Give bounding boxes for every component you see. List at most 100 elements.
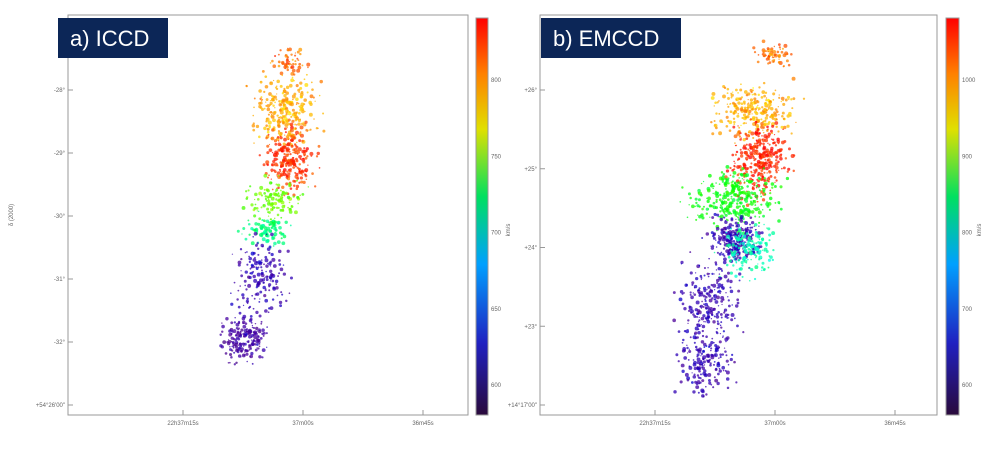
data-point [751,146,753,149]
data-point [738,234,742,238]
data-point [702,360,706,364]
data-point [754,207,759,212]
data-point [762,164,765,166]
data-point [276,294,279,297]
data-point [764,186,767,189]
data-point [294,114,297,117]
data-point [745,122,747,124]
data-point [297,111,301,115]
data-point [764,91,768,95]
data-point [782,102,786,106]
data-point [748,280,751,282]
data-point [728,191,732,195]
data-point [768,233,772,237]
data-point [727,243,732,247]
data-point [299,194,302,197]
plot-frame [539,14,938,416]
data-point [303,154,306,157]
data-point [707,208,710,210]
data-point [252,114,255,117]
data-point [760,237,765,241]
data-point [713,120,716,123]
data-point [741,178,744,180]
data-point [254,348,258,352]
data-point [303,98,307,102]
data-point [269,306,274,311]
data-point [236,330,240,334]
data-point [731,101,735,105]
data-point [253,214,257,218]
data-point [256,242,259,245]
data-point [758,107,761,110]
data-point [259,185,264,190]
data-point [705,385,707,388]
data-point [273,139,278,143]
data-point [288,61,291,63]
data-point [271,235,274,239]
data-point [264,197,267,201]
data-point [755,139,758,142]
data-point [300,122,304,126]
data-point [733,120,736,124]
data-point [286,118,288,120]
data-point [745,195,749,198]
data-point [278,116,281,119]
data-point [275,183,278,186]
data-point [689,291,692,294]
data-point [230,355,233,359]
data-point [714,300,719,304]
data-point [727,296,729,298]
data-point [765,57,769,61]
data-point [733,250,737,253]
data-point [315,127,319,130]
data-point [763,181,768,186]
data-point [262,245,264,248]
data-point [722,287,725,290]
data-point [728,120,733,125]
data-point [251,123,256,128]
data-point [752,181,756,185]
data-point [774,89,777,92]
data-point [243,335,245,338]
data-point [750,268,754,272]
data-point [285,61,289,65]
data-point [268,174,270,177]
data-point [226,340,229,344]
data-point [268,289,271,292]
data-point [707,379,711,382]
data-point [247,329,252,334]
data-point [243,354,246,357]
data-point [790,154,795,159]
data-point [296,50,300,54]
data-point [782,65,785,68]
data-point [753,110,758,114]
data-point [274,192,278,197]
data-point [290,129,292,131]
data-point [719,206,721,209]
data-point [791,107,794,110]
data-point [284,192,287,195]
data-point [282,145,287,150]
data-point [287,111,292,116]
data-point [755,242,758,245]
data-point [762,187,766,192]
data-point [294,174,299,179]
data-point [281,74,283,77]
data-point [720,228,724,232]
data-point [723,274,728,279]
data-point [272,118,276,123]
data-point [768,196,773,201]
data-point [731,184,734,187]
data-point [738,205,741,208]
y-tick-label: -30° [54,214,66,220]
data-point [734,109,737,113]
data-point [713,251,716,254]
data-point [246,263,249,266]
data-point [778,94,780,96]
data-point [702,180,705,183]
data-point [720,171,724,174]
data-point [706,199,710,204]
data-point [273,169,276,172]
data-point [699,373,702,376]
data-point [230,321,234,325]
